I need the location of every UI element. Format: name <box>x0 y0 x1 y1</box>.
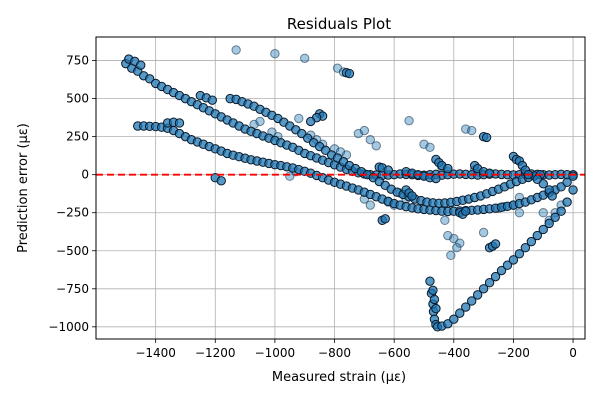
data-point <box>472 290 483 300</box>
faded-point <box>365 200 376 210</box>
plot-frame <box>95 36 586 340</box>
faded-point <box>443 230 453 241</box>
faded-point <box>294 113 304 124</box>
data-point <box>481 132 492 143</box>
data-point <box>425 276 435 286</box>
data-point <box>532 230 542 241</box>
data-point <box>455 308 465 318</box>
data-point <box>466 296 477 306</box>
y-tick-label: −750 <box>56 282 89 296</box>
faded-point <box>231 45 241 55</box>
data-point <box>216 176 226 186</box>
data-point <box>568 171 578 181</box>
data-point <box>526 236 537 247</box>
data-point <box>305 116 316 127</box>
faded-point <box>446 250 456 261</box>
data-point <box>490 239 501 249</box>
y-axis-label: Prediction error (με) <box>16 123 31 253</box>
y-tick-label: −1000 <box>48 320 89 334</box>
x-tick-label: −800 <box>318 346 351 360</box>
data-point <box>431 173 441 184</box>
data-point <box>562 177 572 187</box>
data-point <box>538 179 548 189</box>
data-point <box>484 278 495 288</box>
faded-point <box>425 142 435 153</box>
y-tick-label: −250 <box>56 206 89 220</box>
faded-point <box>514 208 525 218</box>
data-point <box>429 294 440 305</box>
data-point <box>490 271 501 282</box>
data-point <box>556 206 566 216</box>
data-point <box>431 303 441 314</box>
data-point <box>520 243 531 253</box>
data-point <box>407 191 417 201</box>
data-point <box>207 95 217 105</box>
data-point <box>547 191 557 201</box>
data-point <box>383 165 393 175</box>
x-tick-label: −1400 <box>135 346 176 360</box>
y-axis-ticks: 750 500 250 0 −250 −500 −750 −1000 <box>48 54 96 334</box>
faded-point <box>466 125 477 136</box>
faded-point <box>371 141 381 151</box>
x-tick-label: −600 <box>378 346 411 360</box>
x-axis-label: Measured strain (με) <box>272 370 406 385</box>
y-tick-label: 500 <box>66 92 89 106</box>
faded-point <box>300 53 310 63</box>
chart-title: Residuals Plot <box>287 15 391 33</box>
data-point <box>562 197 572 207</box>
x-tick-label: −1200 <box>195 346 236 360</box>
data-point <box>544 218 554 229</box>
data-point <box>461 302 471 312</box>
data-point <box>478 284 489 294</box>
data-point <box>136 60 146 70</box>
faded-point <box>455 238 465 248</box>
data-point <box>550 212 560 222</box>
data-point <box>461 206 471 216</box>
data-point <box>443 163 453 174</box>
data-point <box>508 255 519 265</box>
x-tick-label: −1000 <box>255 346 296 360</box>
data-point <box>344 68 355 79</box>
x-tick-label: −200 <box>497 346 530 360</box>
y-tick-label: −500 <box>56 244 89 258</box>
data-point <box>380 214 390 224</box>
data-point <box>449 314 459 324</box>
data-point <box>428 285 438 296</box>
faded-point <box>478 227 489 238</box>
data-point <box>538 224 548 235</box>
y-tick-label: 0 <box>81 168 89 182</box>
data-point <box>496 265 507 276</box>
y-tick-label: 750 <box>66 54 89 68</box>
faded-point <box>440 215 450 226</box>
data-point <box>484 168 495 178</box>
faded-point <box>270 49 280 59</box>
data-point <box>568 185 578 195</box>
data-point <box>514 249 525 259</box>
data-point <box>174 118 185 128</box>
data-point <box>502 260 513 270</box>
y-tick-label: 250 <box>66 130 89 144</box>
x-tick-label: −400 <box>437 346 470 360</box>
x-tick-label: 0 <box>569 346 577 360</box>
x-axis-ticks: −1400 −1200 −1000 −800 −600 −400 −200 0 <box>135 339 577 360</box>
faded-point <box>452 243 462 253</box>
faded-point <box>359 125 370 136</box>
faded-point <box>365 134 376 145</box>
faded-point <box>538 208 548 218</box>
faded-point <box>404 115 414 126</box>
data-points <box>121 45 578 332</box>
